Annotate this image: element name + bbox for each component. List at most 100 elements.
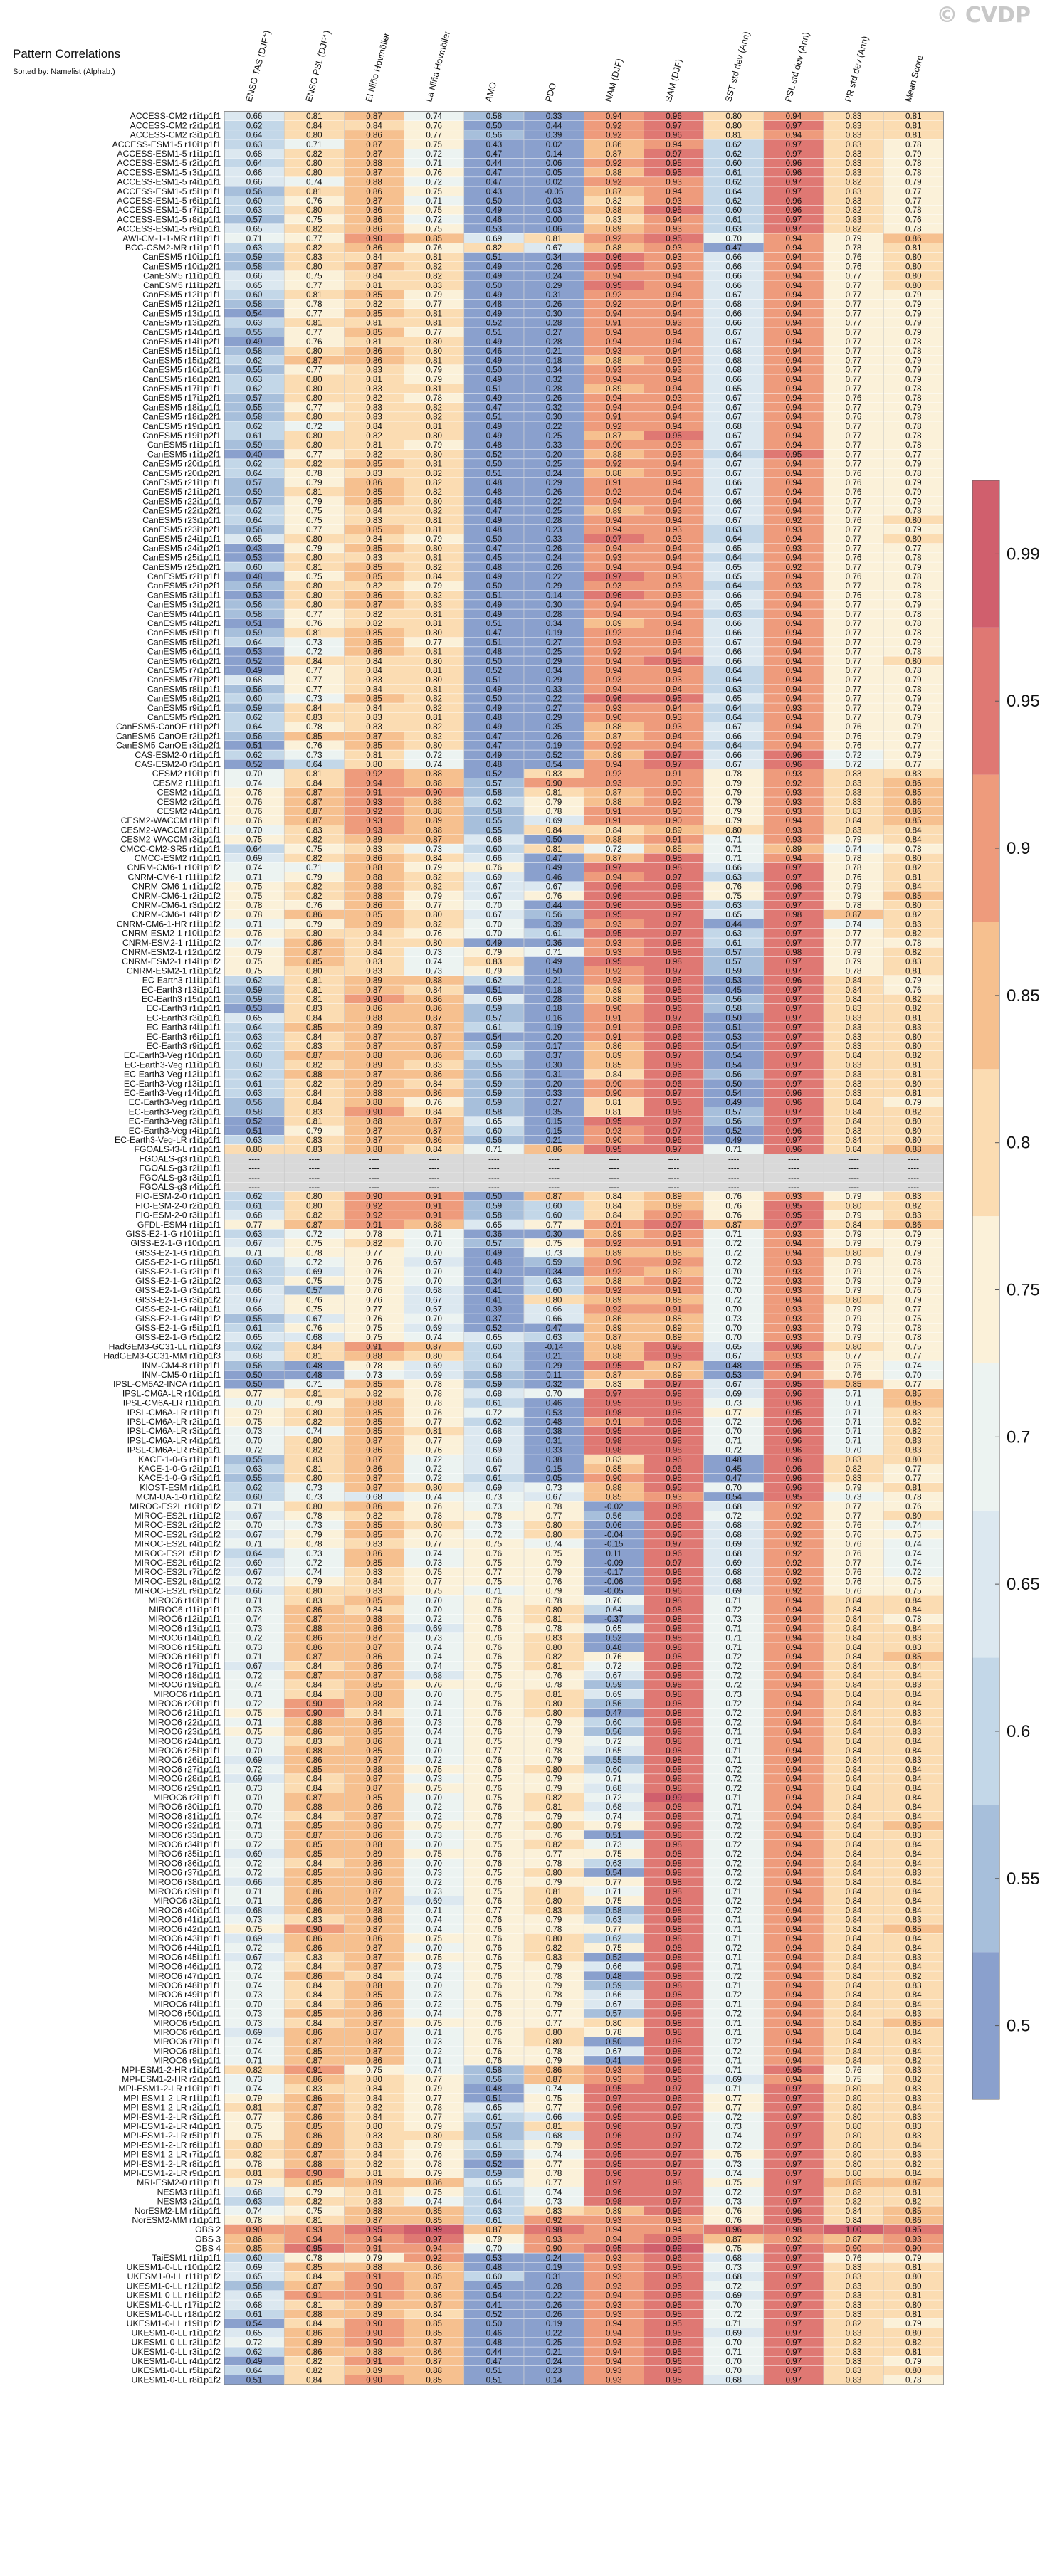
cell-value: 0.79	[846, 1192, 862, 1201]
cell-value: 0.89	[366, 1023, 382, 1033]
cell-value: 0.76	[546, 892, 562, 901]
cell-value: 0.50	[486, 581, 503, 591]
cell-value: 0.83	[905, 1446, 922, 1455]
cell-value: 0.93	[666, 722, 682, 732]
cell-value: 0.74	[426, 1728, 442, 1737]
cell-value: 0.35	[546, 722, 562, 732]
cell-value: 0.78	[905, 431, 922, 440]
cell-value: 0.90	[666, 807, 682, 816]
cell-value: 0.97	[606, 572, 622, 581]
cell-value: 0.72	[725, 1906, 742, 1915]
cell-value: 0.28	[546, 516, 562, 525]
cell-value: 0.83	[306, 1916, 322, 1925]
row-label: CNRM-CM6-1 r1i1p1f2	[132, 882, 221, 892]
cell-value: 0.97	[666, 1380, 682, 1389]
cell-value: 0.63	[246, 1267, 263, 1277]
cell-value: 0.96	[786, 976, 802, 986]
cell-value: 0.83	[306, 1953, 322, 1962]
cell-value: ----	[908, 1173, 920, 1183]
cell-value: 0.62	[246, 1342, 263, 1351]
cell-value: 0.76	[846, 394, 862, 403]
cell-value: 0.71	[725, 1230, 742, 1239]
cell-value: 0.88	[426, 798, 442, 807]
cell-value: 0.67	[725, 516, 742, 525]
cell-value: 0.49	[486, 610, 503, 619]
cell-value: 0.83	[426, 281, 442, 290]
cell-value: 0.83	[366, 366, 382, 375]
cell-value: 0.76	[426, 121, 442, 130]
cell-value: 0.69	[426, 1896, 442, 1906]
cell-value: 0.80	[426, 675, 442, 685]
cell-value: 0.81	[426, 666, 442, 675]
cell-value: 0.67	[486, 882, 503, 892]
cell-value: 0.70	[246, 769, 263, 778]
cell-value: 0.69	[246, 1775, 263, 1784]
row-label: EC-Earth3 r9i1p1f1	[147, 1041, 221, 1051]
cell-value: 0.63	[725, 610, 742, 619]
cell-value: 0.93	[666, 450, 682, 459]
cell-value: 0.75	[426, 1849, 442, 1859]
cell-value: 0.80	[905, 1117, 922, 1126]
cell-value: 0.86	[306, 1728, 322, 1737]
cell-value: 0.76	[846, 1577, 862, 1586]
cell-value: 0.83	[846, 788, 862, 798]
cell-value: 0.67	[725, 760, 742, 769]
cell-value: 0.84	[426, 1107, 442, 1117]
cell-value: 0.84	[846, 1746, 862, 1756]
cell-value: 0.91	[426, 1192, 442, 1201]
cell-value: 0.94	[786, 319, 802, 328]
row-label: CanESM5 r4i1p1f1	[147, 609, 221, 619]
cell-value: 0.83	[306, 1737, 322, 1746]
cell-value: 0.70	[546, 1389, 562, 1398]
row-label: MIROC-ES2L r5i1p1f2	[135, 1548, 221, 1558]
cell-value: 0.47	[546, 1324, 562, 1333]
cell-value: 0.69	[246, 1558, 263, 1568]
cell-value: 0.90	[426, 788, 442, 798]
cell-value: 0.78	[905, 648, 922, 657]
cell-value: 0.98	[666, 1953, 682, 1962]
cell-value: ----	[908, 1154, 920, 1163]
cell-value: 0.80	[426, 337, 442, 347]
cell-value: 0.84	[905, 1718, 922, 1727]
cell-value: 0.84	[905, 1690, 922, 1699]
row-label: FGOALS-g3 r3i1p1f1	[140, 1173, 221, 1183]
cell-value: 0.96	[666, 976, 682, 986]
row-label: ACCESS-ESM1-5 r3i1p1f1	[117, 167, 221, 177]
cell-value: 0.91	[606, 319, 622, 328]
cell-value: 0.88	[366, 159, 382, 168]
cell-value: 0.49	[546, 863, 562, 872]
cell-value: 0.79	[306, 544, 322, 553]
cell-value: 0.79	[725, 807, 742, 816]
cell-value: 0.55	[246, 1314, 263, 1324]
cell-value: 0.89	[606, 986, 622, 995]
cell-value: ----	[548, 1183, 560, 1192]
cell-value: 0.71	[725, 1963, 742, 1972]
row-label: MIROC6 r40i1p1f1	[148, 1905, 221, 1915]
cell-value: 0.81	[905, 1089, 922, 1098]
cell-value: 0.75	[426, 1934, 442, 1943]
cell-value: 0.71	[725, 1793, 742, 1802]
cell-value: 0.84	[306, 1812, 322, 1821]
cell-value: 0.94	[786, 1728, 802, 1737]
cell-value: 0.64	[306, 760, 322, 769]
cell-value: 0.87	[606, 431, 622, 440]
cell-value: 0.22	[546, 695, 562, 704]
cell-value: 0.73	[306, 695, 322, 704]
cell-value: 0.80	[905, 516, 922, 525]
cell-value: 0.86	[426, 995, 442, 1004]
cell-value: 0.58	[246, 262, 263, 271]
cell-value: 0.84	[846, 1737, 862, 1746]
cell-value: 0.69	[246, 1934, 263, 1943]
cell-value: 0.06	[606, 1521, 622, 1530]
cell-value: 0.64	[725, 450, 742, 459]
cell-value: 0.83	[366, 957, 382, 966]
cell-value: 0.84	[846, 1812, 862, 1821]
cell-value: 0.72	[606, 1662, 622, 1671]
cell-value: 0.70	[905, 1371, 922, 1380]
cell-value: 0.97	[666, 1126, 682, 1136]
cell-value: 0.54	[486, 1033, 503, 1042]
cell-value: 0.98	[666, 1840, 682, 1849]
cell-value: 0.64	[246, 638, 263, 647]
cell-value: 0.98	[666, 1418, 682, 1427]
cell-value: 0.76	[846, 572, 862, 581]
